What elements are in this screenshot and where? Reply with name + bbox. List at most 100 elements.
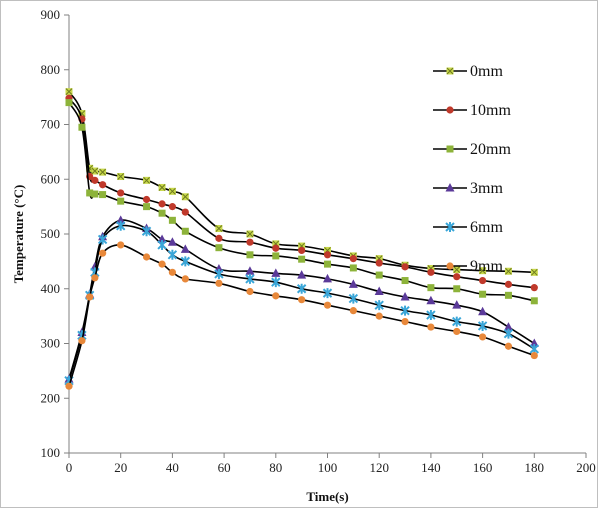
data-point: [215, 244, 223, 252]
data-point: [215, 225, 223, 233]
legend-item: 9mm: [433, 258, 503, 275]
data-point: [453, 285, 461, 293]
data-point: [478, 306, 488, 316]
data-point: [453, 273, 461, 281]
data-point: [503, 328, 514, 339]
data-point: [143, 203, 151, 211]
data-point: [427, 284, 435, 292]
data-point: [168, 216, 176, 224]
data-point: [530, 351, 538, 360]
y-axis-title: Temperature (°C): [11, 185, 26, 284]
data-point: [246, 238, 254, 246]
data-point: [181, 227, 189, 235]
data-point: [504, 291, 512, 299]
legend-label: 0mm: [470, 63, 503, 80]
y-tick-label: 400: [41, 281, 61, 296]
legend: 0mm 10mm 20mm 3mm 6mm 9mm: [433, 63, 511, 275]
data-point: [99, 168, 107, 176]
data-point: [272, 244, 280, 252]
data-point: [168, 187, 176, 195]
data-point: [168, 268, 176, 276]
series-9mm: [65, 241, 538, 390]
data-point: [375, 312, 383, 320]
y-axis-ticks: 100 200 300 400 500 600 700 800 900: [41, 7, 69, 460]
data-point: [479, 290, 487, 298]
data-point: [97, 234, 108, 245]
data-point: [401, 318, 409, 326]
data-point: [157, 234, 167, 243]
data-point: [272, 292, 280, 300]
y-tick-label: 300: [41, 336, 61, 351]
data-point: [479, 267, 487, 275]
data-point: [453, 266, 461, 274]
data-point: [215, 279, 223, 287]
legend-label: 3mm: [470, 180, 503, 197]
data-point: [296, 283, 307, 294]
x-tick-label: 20: [114, 460, 127, 475]
data-point: [181, 193, 189, 201]
data-point: [504, 267, 512, 275]
x-tick-label: 40: [166, 460, 179, 475]
data-point: [530, 268, 538, 276]
legend-item: 3mm: [433, 180, 503, 197]
series-20mm: [65, 99, 538, 305]
y-tick-label: 900: [41, 7, 61, 22]
data-point: [427, 323, 435, 331]
data-point: [298, 255, 306, 263]
data-point: [349, 307, 357, 315]
data-point: [503, 322, 513, 331]
data-point: [142, 253, 151, 261]
data-point: [374, 300, 384, 311]
data-point: [180, 244, 190, 253]
legend-marker: [446, 145, 454, 153]
data-point: [158, 260, 166, 268]
data-point: [117, 197, 125, 205]
data-point: [141, 226, 152, 237]
data-point: [245, 266, 255, 275]
data-point: [348, 279, 358, 288]
data-point: [479, 333, 487, 341]
data-point: [348, 293, 359, 304]
data-point: [504, 342, 513, 350]
data-point: [181, 208, 189, 216]
data-point: [158, 209, 166, 217]
x-tick-label: 180: [525, 460, 545, 475]
data-point: [375, 259, 383, 267]
data-point: [323, 301, 332, 309]
data-point: [91, 167, 99, 175]
data-point: [400, 291, 410, 301]
data-point: [401, 277, 409, 285]
data-point: [142, 195, 151, 204]
legend-label: 9mm: [470, 258, 503, 275]
data-point: [530, 297, 538, 305]
data-point: [157, 239, 167, 250]
data-point: [530, 284, 538, 292]
data-point: [117, 241, 125, 249]
data-point: [297, 270, 307, 279]
data-point: [167, 249, 178, 260]
data-point: [246, 251, 254, 259]
data-point: [78, 123, 86, 131]
y-tick-label: 600: [41, 171, 61, 186]
x-tick-label: 80: [269, 460, 282, 475]
data-point: [91, 190, 99, 198]
data-point: [167, 237, 177, 246]
data-point: [427, 268, 435, 276]
series-10mm: [65, 94, 538, 292]
x-tick-label: 60: [218, 460, 231, 475]
data-point: [400, 305, 410, 316]
data-point: [99, 181, 107, 189]
data-point: [91, 274, 99, 282]
legend-item: 20mm: [433, 141, 511, 158]
y-tick-label: 100: [41, 445, 61, 460]
y-tick-label: 500: [41, 226, 61, 241]
data-point: [180, 256, 191, 267]
data-point: [246, 230, 254, 238]
data-point: [117, 189, 125, 197]
y-tick-label: 800: [41, 62, 61, 77]
data-point: [324, 260, 331, 268]
data-point: [158, 200, 166, 208]
data-point: [272, 252, 280, 260]
